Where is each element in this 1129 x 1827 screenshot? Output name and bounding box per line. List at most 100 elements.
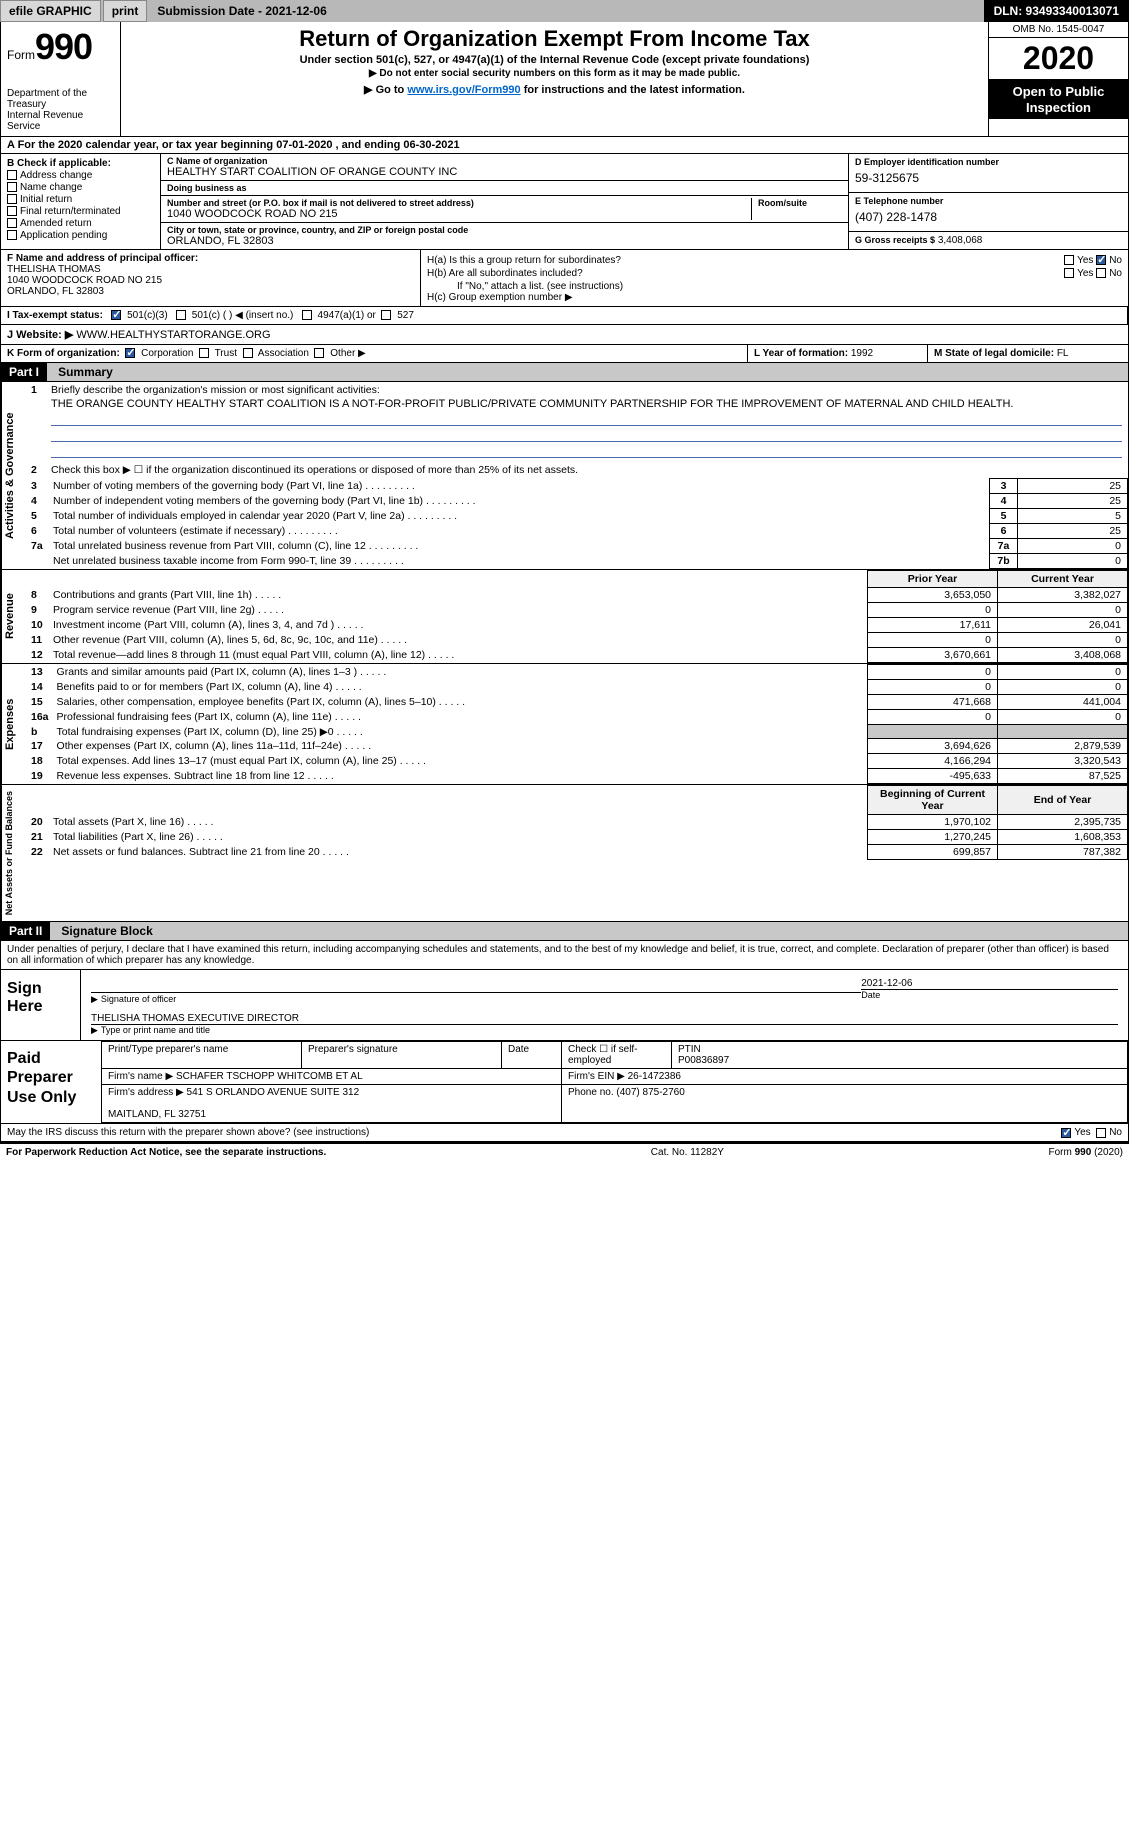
print-button[interactable]: print (103, 0, 148, 22)
opt-corporation: Corporation (141, 348, 193, 359)
cb-trust[interactable] (199, 348, 209, 358)
table-row: bTotal fundraising expenses (Part IX, co… (25, 725, 1128, 739)
gross-label: G Gross receipts $ (855, 235, 935, 245)
table-row: 7aTotal unrelated business revenue from … (25, 539, 1128, 554)
table-row: 20Total assets (Part X, line 16) . . . .… (25, 815, 1128, 830)
sig-date-label: Date (861, 989, 1118, 1000)
cb-4947[interactable] (302, 310, 312, 320)
officer-addr: 1040 WOODCOCK ROAD NO 215 ORLANDO, FL 32… (7, 275, 414, 297)
table-row: 17Other expenses (Part IX, column (A), l… (25, 739, 1128, 754)
part1-revenue: Revenue Prior YearCurrent Year 8Contribu… (0, 570, 1129, 664)
table-row: 12Total revenue—add lines 8 through 11 (… (25, 648, 1128, 663)
cb-association[interactable] (243, 348, 253, 358)
check-self-employed: Check ☐ if self-employed (562, 1042, 672, 1069)
revenue-table: Prior YearCurrent Year 8Contributions an… (25, 570, 1128, 663)
row-fh: F Name and address of principal officer:… (0, 250, 1129, 307)
period-end: 06-30-2021 (403, 139, 459, 151)
prior-year-header: Prior Year (868, 571, 998, 588)
form-prefix: Form (7, 48, 35, 62)
opt-other: Other ▶ (330, 348, 365, 359)
ein-value: 59-3125675 (855, 167, 1122, 189)
period-row: A For the 2020 calendar year, or tax yea… (0, 137, 1129, 154)
cb-discuss-no[interactable] (1096, 1128, 1106, 1138)
officer-label: F Name and address of principal officer: (7, 253, 414, 264)
ein-label: D Employer identification number (855, 157, 1122, 167)
firm-ein: 26-1472386 (628, 1071, 681, 1082)
table-row: 22Net assets or fund balances. Subtract … (25, 845, 1128, 860)
paid-preparer-label: Paid Preparer Use Only (1, 1041, 101, 1123)
sig-officer-label: Signature of officer (91, 992, 861, 1005)
org-name-label: C Name of organization (167, 156, 842, 166)
table-row: 19Revenue less expenses. Subtract line 1… (25, 769, 1128, 784)
part2-badge: Part II (1, 922, 50, 940)
current-year-header: Current Year (998, 571, 1128, 588)
section-b-header: B Check if applicable: (7, 158, 154, 169)
hb-label: H(b) Are all subordinates included? (427, 268, 583, 279)
website-value: WWW.HEALTHYSTARTORANGE.ORG (76, 329, 270, 341)
period-begin: 07-01-2020 (276, 139, 332, 151)
cb-527[interactable] (381, 310, 391, 320)
expenses-vlabel: Expenses (1, 664, 25, 784)
table-row: 5Total number of individuals employed in… (25, 509, 1128, 524)
table-row: 13Grants and similar amounts paid (Part … (25, 665, 1128, 680)
cb-application-pending[interactable]: Application pending (7, 230, 154, 241)
table-row: 6Total number of volunteers (estimate if… (25, 524, 1128, 539)
tax-year: 2020 (989, 38, 1128, 80)
cb-final-return[interactable]: Final return/terminated (7, 206, 154, 217)
cb-initial-return[interactable]: Initial return (7, 194, 154, 205)
section-h: H(a) Is this a group return for subordin… (421, 250, 1128, 306)
firm-name-label: Firm's name ▶ (108, 1071, 173, 1082)
table-row: 8Contributions and grants (Part VIII, li… (25, 588, 1128, 603)
part2-title: Signature Block (53, 922, 160, 940)
discuss-label: May the IRS discuss this return with the… (7, 1127, 369, 1138)
table-row: 16aProfessional fundraising fees (Part I… (25, 710, 1128, 725)
efile-graphic-button[interactable]: efile GRAPHIC (0, 0, 101, 22)
opt-527: 527 (397, 310, 414, 321)
irs-link[interactable]: www.irs.gov/Form990 (407, 84, 520, 96)
city-label: City or town, state or province, country… (167, 225, 842, 235)
part2-header-row: Part II Signature Block (0, 922, 1129, 941)
sig-date: 2021-12-06 (861, 978, 1118, 989)
q1-label: Briefly describe the organization's miss… (51, 384, 1122, 396)
section-c: C Name of organization HEALTHY START COA… (161, 154, 848, 249)
cat-no: Cat. No. 11282Y (651, 1147, 724, 1158)
ha-yesno: Yes No (1064, 255, 1122, 266)
hb-yesno: Yes No (1064, 268, 1122, 279)
cb-amended-return[interactable]: Amended return (7, 218, 154, 229)
ha-label: H(a) Is this a group return for subordin… (427, 255, 621, 266)
goto-note: ▶ Go to www.irs.gov/Form990 for instruct… (131, 83, 978, 96)
year-formation-label: L Year of formation: (754, 348, 848, 359)
form-footer: Form 990 (2020) (1049, 1147, 1124, 1158)
cb-name-change[interactable]: Name change (7, 182, 154, 193)
paid-preparer-table: Print/Type preparer's name Preparer's si… (101, 1041, 1128, 1123)
opt-trust: Trust (215, 348, 237, 359)
officer-printed-name: THELISHA THOMAS EXECUTIVE DIRECTOR (91, 1013, 1118, 1024)
part1-governance: Activities & Governance 1Briefly describ… (0, 382, 1129, 570)
room-label: Room/suite (758, 198, 842, 208)
pra-notice: For Paperwork Reduction Act Notice, see … (6, 1147, 326, 1158)
year-formation: 1992 (851, 348, 873, 359)
prep-name-label: Print/Type preparer's name (102, 1042, 302, 1069)
goto-suffix: for instructions and the latest informat… (524, 84, 745, 96)
state-domicile: FL (1057, 348, 1069, 359)
footer-row: For Paperwork Reduction Act Notice, see … (0, 1142, 1129, 1161)
signature-block: Under penalties of perjury, I declare th… (0, 941, 1129, 1041)
form-org-label: K Form of organization: (7, 348, 120, 359)
cb-501c3[interactable] (111, 310, 121, 320)
mission-text: THE ORANGE COUNTY HEALTHY START COALITIO… (51, 398, 1122, 410)
part1-badge: Part I (1, 363, 47, 381)
table-row: 21Total liabilities (Part X, line 26) . … (25, 830, 1128, 845)
discuss-row: May the IRS discuss this return with the… (0, 1124, 1129, 1142)
form-title: Return of Organization Exempt From Incom… (131, 26, 978, 52)
cb-discuss-yes[interactable] (1061, 1128, 1071, 1138)
hb-note: If "No," attach a list. (see instruction… (427, 281, 1122, 292)
cb-corporation[interactable] (125, 348, 135, 358)
opt-501c3: 501(c)(3) (127, 310, 168, 321)
cb-501c[interactable] (176, 310, 186, 320)
cb-other[interactable] (314, 348, 324, 358)
row-i: I Tax-exempt status: 501(c)(3) 501(c) ( … (0, 307, 1129, 325)
dba-label: Doing business as (167, 183, 842, 193)
boy-header: Beginning of Current Year (868, 786, 998, 815)
addr-label: Number and street (or P.O. box if mail i… (167, 198, 745, 208)
cb-address-change[interactable]: Address change (7, 170, 154, 181)
